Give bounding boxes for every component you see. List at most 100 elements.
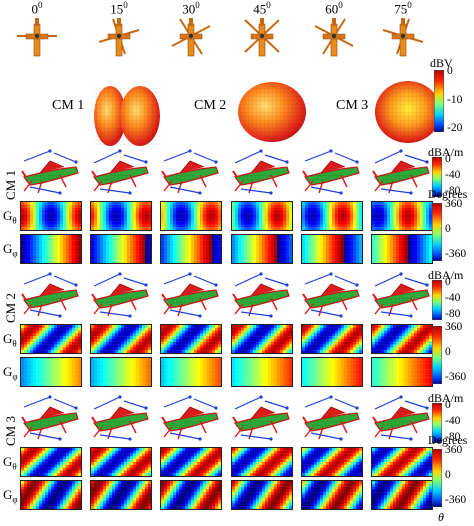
current-distribution-mesh <box>21 272 79 318</box>
phase-colorbar <box>432 203 442 261</box>
g-theta-label: Gθ <box>3 208 17 226</box>
g-phi-map <box>160 357 222 387</box>
current-arrow <box>310 309 342 317</box>
colorbar-tick: -10 <box>447 94 463 106</box>
current-arrow <box>123 400 147 409</box>
pattern-label-cm1: CM 1 <box>52 98 85 113</box>
current-colorbar <box>432 280 442 320</box>
current-distribution-mesh <box>21 395 79 441</box>
g-phi-map <box>231 234 293 264</box>
pattern-colorbar-title: dBV <box>430 56 453 70</box>
colorbar-tick: 0 <box>445 346 451 358</box>
current-arrow <box>93 150 121 164</box>
g-theta-map <box>231 201 293 231</box>
colorbar-tick: 0 <box>447 65 453 77</box>
pattern-colorbar <box>434 70 444 132</box>
current-arrow <box>29 432 61 440</box>
current-distribution-mesh <box>372 149 430 195</box>
g-phi-map <box>301 480 363 510</box>
colorbar-tick: -40 <box>445 415 461 427</box>
current-arrow <box>374 150 402 164</box>
current-arrow <box>193 398 217 409</box>
colorbar-tick: -360 <box>445 371 467 383</box>
current-arrow <box>380 434 412 440</box>
current-distribution-mesh <box>161 272 219 318</box>
phase-colorbar <box>432 449 442 507</box>
current-colorbar-title: dBA/m <box>428 391 464 405</box>
current-arrow <box>404 400 428 409</box>
g-phi-map <box>371 234 433 264</box>
current-distribution-mesh <box>302 395 360 441</box>
current-arrow <box>310 186 342 194</box>
g-phi-label: Gφ <box>3 364 18 382</box>
current-arrow <box>380 311 412 317</box>
current-arrow <box>169 186 201 194</box>
current-arrow <box>23 273 51 285</box>
colorbar-tick: 360 <box>445 198 463 210</box>
colorbar-tick: -360 <box>445 248 467 260</box>
current-arrow <box>93 273 121 287</box>
current-arrow <box>123 277 147 286</box>
phase-colorbar-title: Degrees <box>428 187 468 201</box>
pattern-label-cm2: CM 2 <box>194 98 227 113</box>
g-theta-map <box>231 324 293 354</box>
current-arrow <box>53 398 77 409</box>
current-arrow <box>304 273 332 285</box>
colorbar-tick: -80 <box>445 431 461 443</box>
helicopter-top-view <box>244 17 280 57</box>
mode-label: CM 1 <box>3 170 18 200</box>
current-arrow <box>374 396 402 410</box>
g-phi-map <box>90 357 152 387</box>
colorbar-tick: 360 <box>445 321 463 333</box>
current-arrow <box>169 309 201 317</box>
current-arrow <box>404 154 428 163</box>
current-arrow <box>29 309 61 317</box>
colorbar-tick: 0 <box>445 276 451 288</box>
g-phi-map <box>20 480 82 510</box>
current-arrow <box>334 152 358 163</box>
helicopter-top-view <box>314 17 354 57</box>
colorbar-tick: 0 <box>445 153 451 165</box>
current-arrow <box>123 154 147 163</box>
current-arrow <box>234 273 262 287</box>
current-arrow <box>23 396 51 408</box>
colorbar-tick: -80 <box>445 185 461 197</box>
current-distribution-mesh <box>91 272 149 318</box>
current-arrow <box>240 311 272 317</box>
current-arrow <box>310 432 342 440</box>
current-arrow <box>163 150 191 162</box>
g-theta-map <box>371 201 433 231</box>
phase-colorbar <box>432 326 442 384</box>
mode-label: CM 3 <box>3 416 18 446</box>
current-distribution-mesh <box>161 149 219 195</box>
g-phi-map <box>160 234 222 264</box>
colorbar-tick: -80 <box>445 308 461 320</box>
g-theta-map <box>20 447 82 477</box>
angle-label: 750 <box>394 0 412 17</box>
helicopter-top-view <box>382 17 424 57</box>
phase-colorbar-title: Degrees <box>428 433 468 447</box>
g-theta-map <box>160 447 222 477</box>
current-arrow <box>334 398 358 409</box>
current-arrow <box>193 152 217 163</box>
helicopter-top-view <box>98 17 140 57</box>
current-arrow <box>304 150 332 162</box>
current-arrow <box>99 311 131 317</box>
current-distribution-mesh <box>161 395 219 441</box>
current-arrow <box>93 396 121 410</box>
current-colorbar-title: dBA/m <box>428 268 464 282</box>
current-colorbar-title: dBA/m <box>428 145 464 159</box>
g-phi-map <box>301 234 363 264</box>
g-phi-map <box>301 357 363 387</box>
current-arrow <box>304 396 332 408</box>
current-arrow <box>264 400 288 409</box>
colorbar-tick: -360 <box>445 494 467 506</box>
current-distribution-mesh <box>302 272 360 318</box>
colorbar-tick: 0 <box>445 399 451 411</box>
g-theta-map <box>301 324 363 354</box>
colorbar-tick: 0 <box>445 223 451 235</box>
angle-label: 00 <box>31 0 43 17</box>
current-distribution-mesh <box>232 395 290 441</box>
current-distribution-mesh <box>232 149 290 195</box>
g-phi-map <box>20 357 82 387</box>
